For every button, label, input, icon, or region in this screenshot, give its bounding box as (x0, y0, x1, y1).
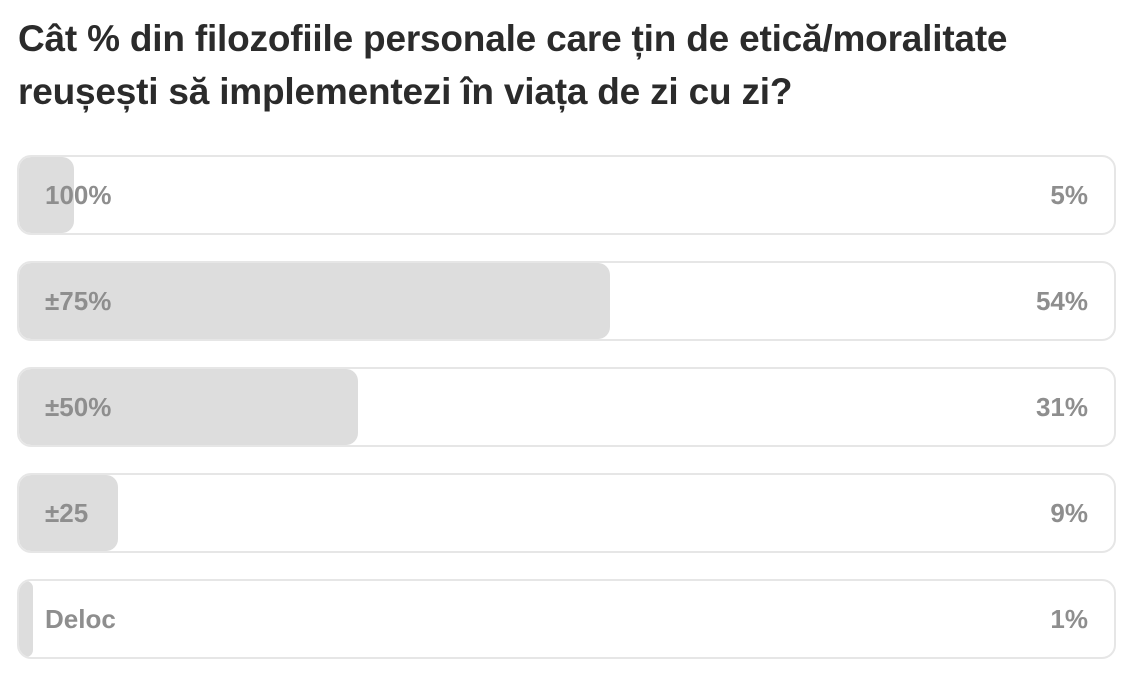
poll-option-75[interactable]: ±75% 54% (17, 261, 1116, 341)
poll-option-100[interactable]: 100% 5% (17, 155, 1116, 235)
poll-option-label: ±50% (45, 392, 112, 422)
poll-option-label: 100% (45, 180, 112, 210)
poll-option-50[interactable]: ±50% 31% (17, 367, 1116, 447)
poll-question: Cât % din filozofiile personale care țin… (18, 18, 1008, 112)
poll-option-percent: 9% (1050, 498, 1088, 528)
poll-option-fill (19, 581, 33, 657)
poll-option-label: ±75% (45, 286, 112, 316)
poll-option-fill (19, 369, 359, 445)
poll-option-percent: 1% (1050, 604, 1088, 634)
poll-option-label: ±25 (45, 498, 89, 528)
poll-option-label: Deloc (45, 604, 116, 634)
poll-option-percent: 5% (1050, 180, 1088, 210)
poll-option-25[interactable]: ±25 9% (17, 473, 1116, 553)
poll-option-percent: 31% (1035, 392, 1088, 422)
poll-options: 100% 5% ±75% 54% ±50% 31% ±25 9% Deloc 1… (17, 155, 1116, 685)
poll-option-fill (19, 263, 611, 339)
poll-option-fill (19, 475, 118, 551)
poll-option-percent: 54% (1035, 286, 1088, 316)
poll-option-fill (19, 157, 74, 233)
poll-option-deloc[interactable]: Deloc 1% (17, 579, 1116, 659)
